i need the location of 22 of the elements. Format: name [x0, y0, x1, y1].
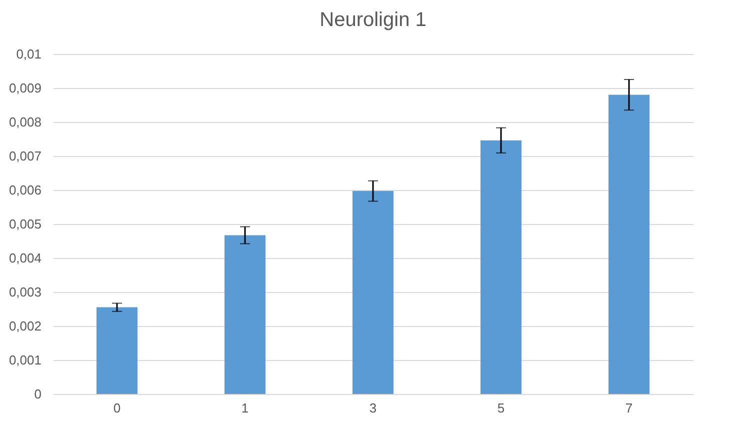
bar	[96, 307, 138, 394]
x-tick-label: 0	[113, 400, 121, 416]
y-tick-label: 0,006	[8, 182, 42, 198]
y-tick-label: 0,002	[8, 318, 42, 334]
x-tick-label: 7	[625, 400, 633, 416]
x-tick-label: 5	[497, 400, 505, 416]
y-tick-label: 0,003	[8, 284, 42, 300]
bar	[480, 140, 522, 394]
y-tick-label: 0,001	[8, 352, 42, 368]
y-tick-label: 0,009	[8, 80, 42, 96]
x-tick-label: 3	[369, 400, 377, 416]
x-tick-label: 1	[241, 400, 249, 416]
bar	[608, 94, 650, 394]
y-tick-label: 0,01	[16, 46, 42, 62]
y-tick-label: 0,004	[8, 250, 42, 266]
chart-title: Neuroligin 1	[320, 9, 426, 31]
bar	[352, 191, 394, 394]
y-tick-label: 0,005	[8, 216, 42, 232]
bar	[224, 235, 266, 394]
y-tick-label: 0	[34, 386, 42, 402]
y-tick-label: 0,007	[8, 148, 42, 164]
y-tick-label: 0,008	[8, 114, 42, 130]
